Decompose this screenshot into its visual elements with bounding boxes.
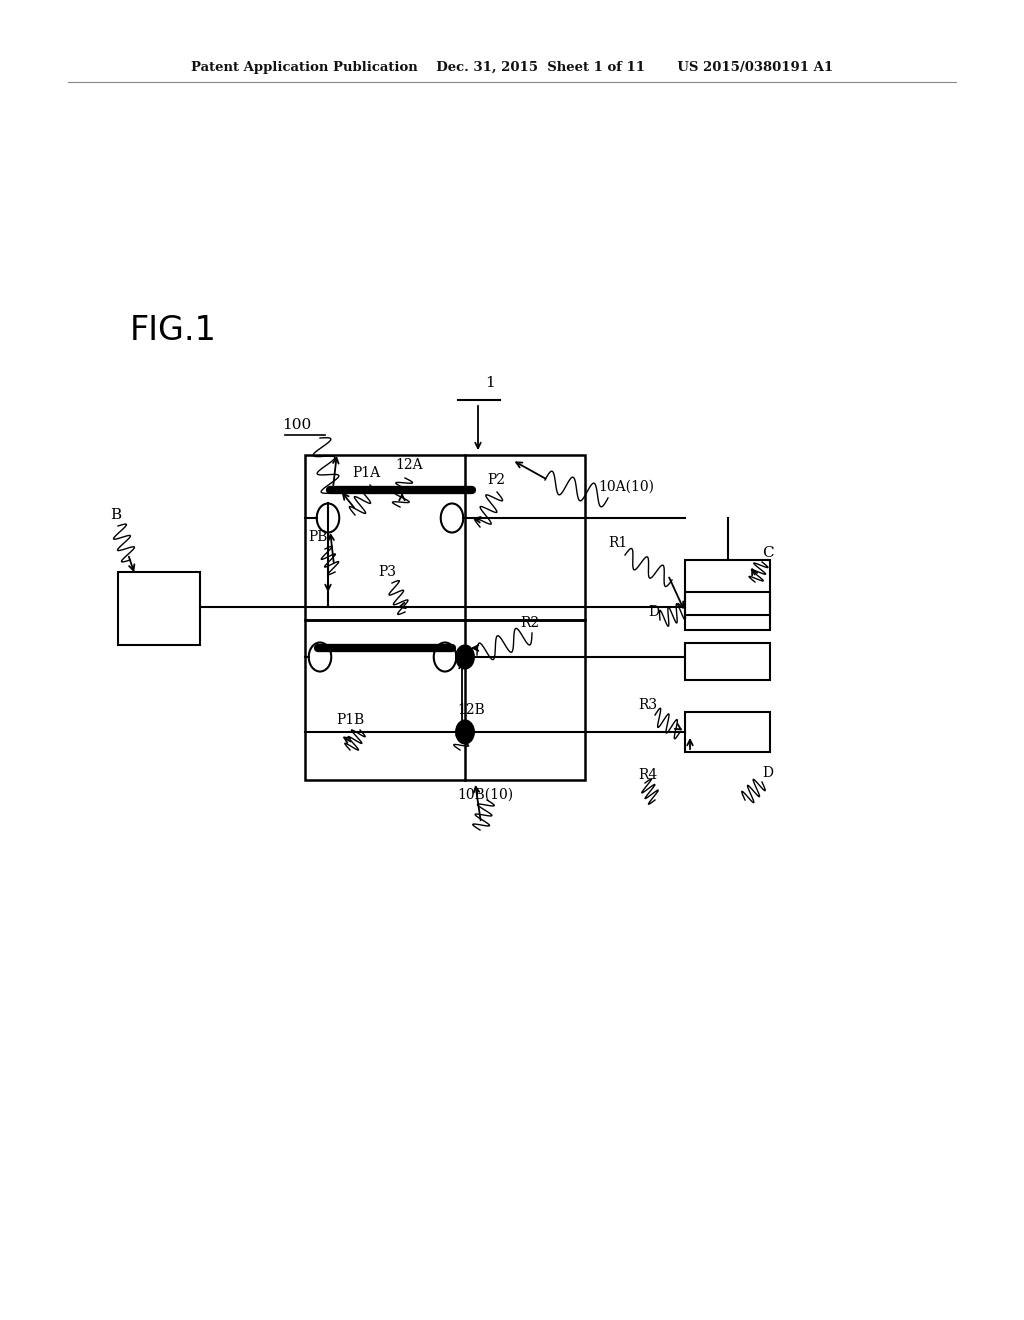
Text: P3: P3 bbox=[378, 565, 396, 579]
Text: 12B: 12B bbox=[457, 704, 484, 717]
Text: P1A: P1A bbox=[352, 466, 380, 480]
Bar bbox=[685, 591, 770, 630]
Text: 100: 100 bbox=[282, 418, 311, 432]
Text: 12A: 12A bbox=[395, 458, 423, 473]
Text: 1: 1 bbox=[485, 376, 495, 389]
Bar bbox=[118, 572, 200, 645]
Text: P1B: P1B bbox=[336, 713, 365, 727]
Text: B: B bbox=[110, 508, 121, 521]
Text: Patent Application Publication    Dec. 31, 2015  Sheet 1 of 11       US 2015/038: Patent Application Publication Dec. 31, … bbox=[190, 62, 834, 74]
Text: D: D bbox=[762, 766, 773, 780]
Text: FIG.1: FIG.1 bbox=[130, 314, 217, 346]
Circle shape bbox=[456, 645, 474, 669]
Bar bbox=[305, 620, 585, 780]
Text: C: C bbox=[762, 546, 773, 560]
Bar bbox=[685, 711, 770, 752]
Text: PB: PB bbox=[308, 531, 328, 544]
Text: R4: R4 bbox=[638, 768, 657, 781]
Text: R3: R3 bbox=[638, 698, 657, 711]
Bar bbox=[685, 560, 770, 615]
Bar bbox=[685, 643, 770, 680]
Text: R1: R1 bbox=[608, 536, 628, 550]
Bar bbox=[305, 455, 585, 620]
Text: 10B(10): 10B(10) bbox=[457, 788, 513, 803]
Text: R2: R2 bbox=[520, 616, 539, 630]
Text: D: D bbox=[648, 605, 659, 619]
Circle shape bbox=[456, 721, 474, 744]
Text: 10A(10): 10A(10) bbox=[598, 480, 654, 494]
Text: P2: P2 bbox=[487, 473, 505, 487]
